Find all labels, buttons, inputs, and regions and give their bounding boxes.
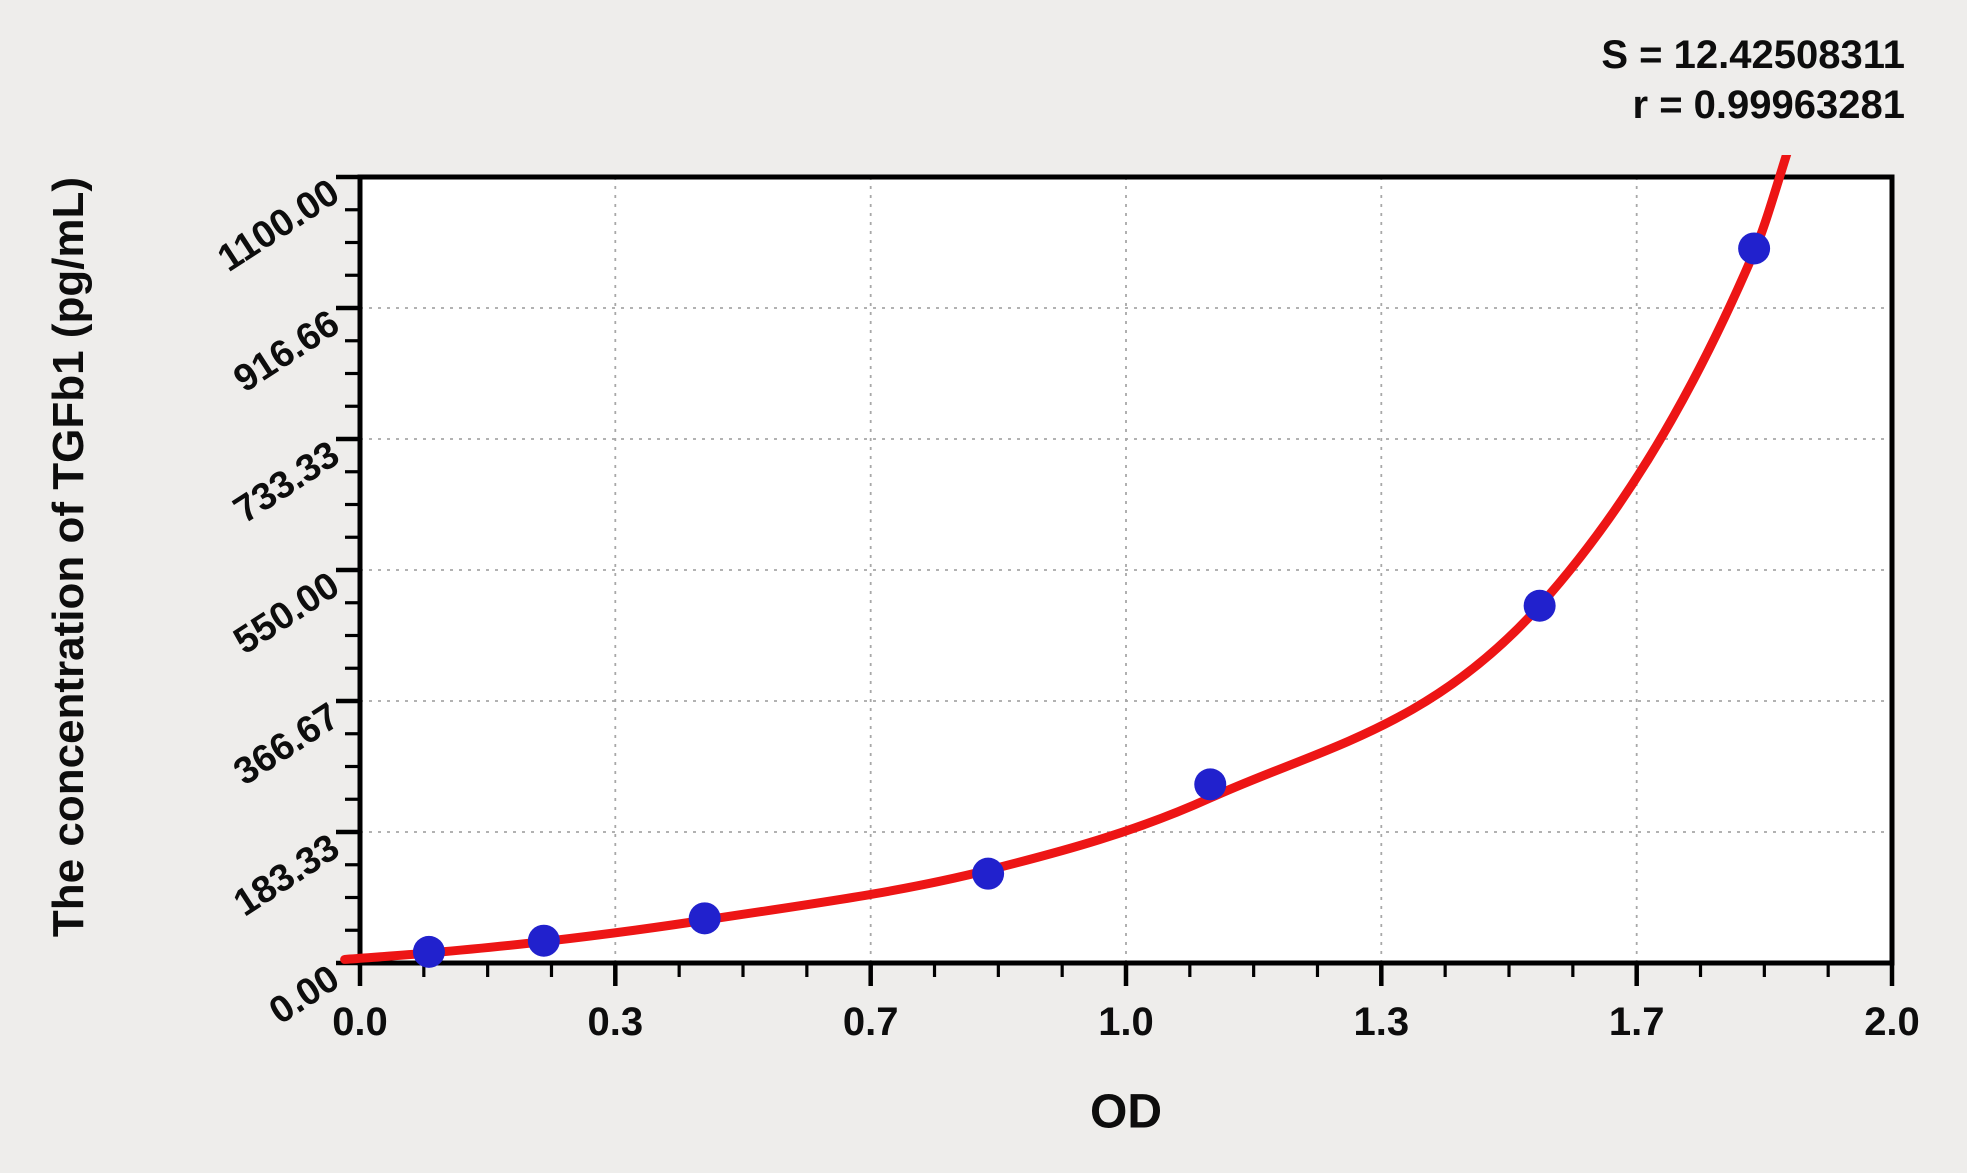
y-tick-label: 183.33 xyxy=(227,826,347,925)
data-point xyxy=(527,924,560,957)
x-axis-title: OD xyxy=(1090,1085,1162,1139)
data-point xyxy=(1194,768,1227,801)
plot-border xyxy=(357,174,1895,966)
fit-statistics: S = 12.42508311 r = 0.99963281 xyxy=(1601,30,1905,130)
x-tick-label: 0.0 xyxy=(332,1000,388,1044)
y-tick-label: 366.67 xyxy=(227,695,347,794)
x-tick-label: 1.7 xyxy=(1609,1000,1665,1044)
y-tick-label: 733.33 xyxy=(227,433,347,532)
x-tick-label: 0.7 xyxy=(843,1000,899,1044)
data-point xyxy=(972,857,1005,890)
data-point xyxy=(412,935,445,968)
x-tick-label: 1.0 xyxy=(1098,1000,1154,1044)
x-tick-label: 0.3 xyxy=(588,1000,644,1044)
y-tick-label: 1100.00 xyxy=(211,171,347,280)
y-tick-label: 916.66 xyxy=(227,302,347,401)
data-point xyxy=(688,902,721,935)
fit-statistic-r: r = 0.99963281 xyxy=(1632,83,1905,127)
x-tick-label: 1.3 xyxy=(1354,1000,1410,1044)
data-point xyxy=(1523,589,1556,622)
x-tick-label: 2.0 xyxy=(1864,1000,1920,1044)
y-tick-label: 550.00 xyxy=(227,564,347,663)
fit-statistic-s: S = 12.42508311 xyxy=(1601,33,1905,77)
data-point xyxy=(1738,232,1771,265)
